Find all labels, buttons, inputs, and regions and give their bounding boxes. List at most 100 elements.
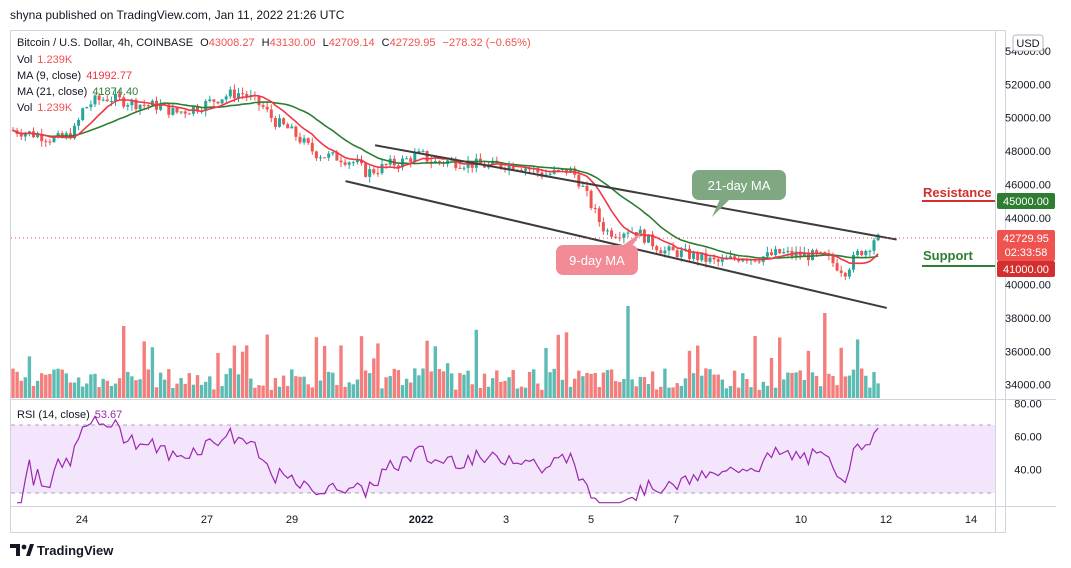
volume-bar (224, 374, 228, 398)
volume-bar (737, 387, 741, 398)
volume-bar (154, 387, 159, 398)
volume-bar (687, 350, 692, 398)
volume-bar (761, 381, 765, 398)
volume-bar (245, 345, 249, 398)
candle-body (368, 169, 372, 177)
candle-body (347, 162, 351, 165)
candle-body (437, 161, 441, 163)
candle-body (831, 255, 835, 264)
volume-bar (642, 377, 647, 398)
candle-body (597, 208, 601, 223)
candle-body (183, 111, 187, 114)
volume-bar (868, 387, 872, 398)
candle-body (614, 236, 618, 238)
volume-bar (864, 375, 868, 398)
volume-bar (372, 358, 376, 398)
volume-bar (519, 386, 524, 398)
volume-bar (638, 376, 642, 398)
candle-body (856, 250, 860, 255)
volume-bar (847, 375, 852, 398)
candle-body (138, 104, 142, 110)
volume-bar (199, 384, 204, 398)
candle-body (671, 246, 675, 251)
volume-bar (421, 368, 425, 398)
candle-body (659, 250, 663, 254)
candle-body (708, 257, 712, 262)
candle-body (376, 173, 380, 175)
candle-body (622, 233, 626, 238)
candle-body (196, 106, 199, 112)
rsi-tick-label: 80.00 (1014, 398, 1042, 410)
volume-bar (81, 386, 85, 398)
volume-bar (659, 386, 663, 398)
volume-bar (138, 379, 142, 398)
candle-body (52, 137, 56, 142)
candle-body (93, 95, 97, 105)
volume-bar (589, 373, 593, 398)
volume-bar (35, 380, 40, 398)
volume-bar (195, 375, 200, 398)
volume-bar (860, 368, 864, 398)
candle-body (663, 250, 667, 254)
svg-text:41000.00: 41000.00 (1003, 264, 1049, 276)
resistance-label: Resistance (923, 185, 992, 200)
candle-body (101, 99, 105, 101)
candle-body (757, 261, 761, 263)
candle-body (692, 252, 696, 259)
volume-bar (27, 356, 32, 398)
rsi-path (17, 415, 879, 504)
volume-bar (347, 382, 351, 398)
volume-bar (773, 387, 778, 398)
candle-body (85, 107, 89, 109)
volume-bar (450, 373, 454, 398)
candle-body (651, 234, 655, 247)
volume-bar (388, 376, 392, 398)
price-tick-label: 50000.00 (1005, 113, 1051, 125)
candle-body (384, 164, 388, 166)
volume-bar (515, 388, 519, 398)
candle-body (413, 153, 417, 162)
volume-bar (548, 372, 552, 398)
time-tick-label: 2022 (409, 514, 433, 526)
candle-body (774, 249, 778, 256)
candle-body (273, 118, 277, 127)
volume-bar (683, 378, 688, 398)
volume-bar (97, 387, 101, 398)
candle-body (142, 104, 146, 106)
volume-bar (396, 370, 401, 398)
candle-body (208, 99, 212, 102)
candle-body (23, 133, 27, 137)
volume-bar (339, 345, 343, 398)
volume-bar (101, 378, 105, 398)
candle-body (601, 222, 605, 232)
volume-bar (335, 384, 339, 398)
candle-body (81, 108, 85, 121)
volume-bar (585, 372, 589, 398)
candle-body (782, 252, 786, 254)
candle-body (396, 165, 400, 168)
candle-body (511, 164, 515, 171)
candle-body (847, 269, 851, 277)
volume-bar (216, 352, 220, 398)
currency-badge[interactable]: USD (1012, 34, 1044, 52)
candle-body (409, 158, 413, 162)
volume-bar (441, 371, 446, 398)
volume-bar (741, 373, 745, 398)
candle-body (700, 253, 704, 261)
volume-bar (470, 384, 474, 398)
candle-body (171, 107, 175, 115)
candle-body (860, 250, 864, 256)
candle-body (679, 250, 683, 257)
volume-bar (778, 337, 782, 398)
volume-bar (609, 369, 614, 398)
candle-body (839, 270, 843, 273)
candle-body (216, 101, 220, 104)
trend-channel (345, 144, 897, 309)
candle-body (146, 105, 150, 107)
volume-bar (445, 363, 450, 398)
price-tick-label: 44000.00 (1005, 213, 1051, 225)
volume-bar (183, 383, 187, 398)
volume-bar (532, 369, 536, 398)
time-tick-label: 10 (795, 514, 807, 526)
volume-bar (716, 374, 720, 398)
